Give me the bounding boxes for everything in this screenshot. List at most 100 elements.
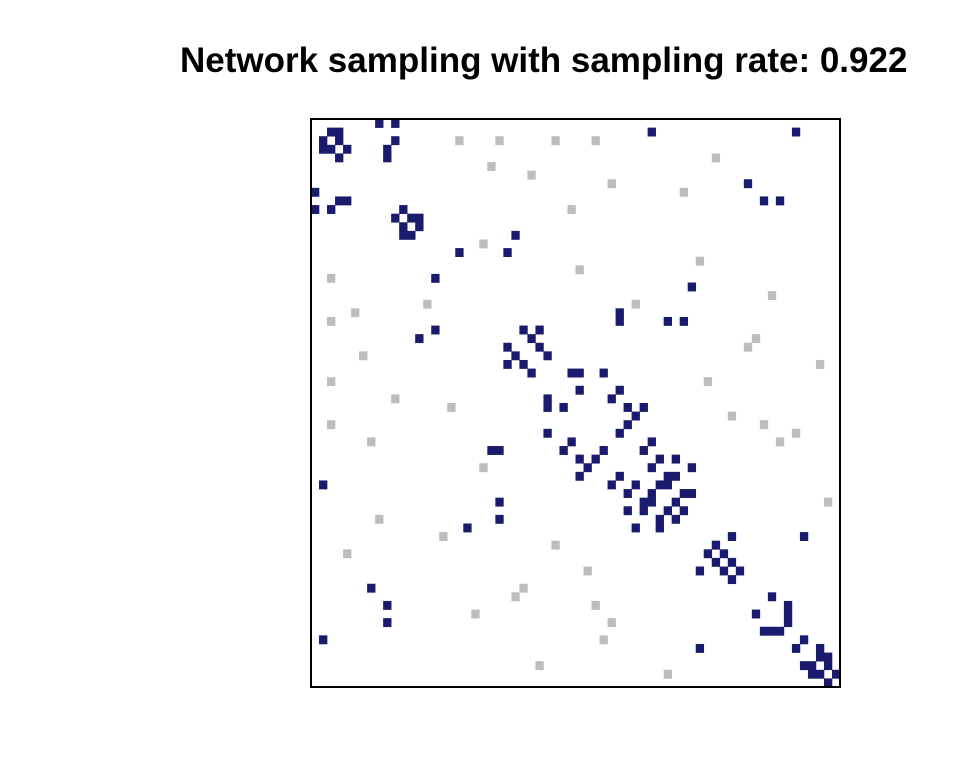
unsampled-edge-cell [591,136,600,146]
sampled-edge-cell [559,446,568,455]
unsampled-edge-cell [791,428,801,438]
sampled-edge-cell [375,119,384,128]
sampled-edge-cell [655,514,664,524]
sampled-edge-cell [631,480,640,490]
sampled-edge-cell [519,325,528,335]
sampled-edge-cell [647,463,656,473]
sampled-edge-cell [687,463,697,473]
sampled-edge-cell [647,127,656,137]
sampled-edge-cell [655,454,664,464]
sampled-edge-cell [663,316,672,326]
sampled-edge-cell [759,196,769,206]
sampled-edge-cell [815,669,825,679]
sampled-edge-cell [727,532,737,541]
sampled-edge-cell [319,136,328,146]
sampled-edge-cell [799,532,809,541]
sampled-edge-cell [391,119,400,128]
unsampled-edge-cell [743,342,753,352]
sampled-edge-cell [823,652,833,662]
sampled-edge-cell [671,514,680,524]
sampled-edge-cell [335,127,344,137]
sampled-edge-cell [399,205,408,214]
unsampled-edge-cell [767,291,777,301]
sampled-edge-cell [415,222,424,232]
unsampled-edge-cell [607,618,616,628]
sampled-edge-cell [415,334,424,344]
sampled-edge-cell [335,136,344,146]
sampled-edge-cell [615,471,624,481]
sampled-edge-cell [671,471,680,481]
sampled-edge-cell [383,600,392,610]
sampled-edge-cell [391,136,400,146]
sampled-edge-cell [671,454,680,464]
sampled-edge-cell [831,669,841,679]
sampled-edge-cell [463,523,472,533]
unsampled-edge-cell [327,316,336,326]
sampled-edge-cell [711,540,721,550]
sampled-edge-cell [495,497,504,507]
sampled-edge-cell [623,489,632,498]
sampled-edge-cell [631,523,640,533]
sampled-edge-cell [615,308,624,318]
chart-title: Network sampling with sampling rate: 0.9… [180,41,908,80]
sampled-edge-cell [623,420,632,430]
sampled-edge-cell [319,144,328,154]
unsampled-edge-cell [551,136,560,146]
unsampled-edge-cell [511,592,520,602]
unsampled-edge-cell [759,420,769,430]
sampled-edge-cell [639,403,648,412]
unsampled-edge-cell [479,463,488,473]
sampled-edge-cell [607,394,616,404]
sampled-edge-cell [495,446,504,455]
sampled-edge-cell [599,368,608,378]
matrix-cells [311,119,841,688]
sampled-edge-cell [575,454,584,464]
sampled-edge-cell [623,403,632,412]
plot-frame [310,118,841,688]
sampled-edge-cell [783,600,793,610]
sampled-edge-cell [527,334,536,344]
sampled-edge-cell [743,179,753,189]
sampled-edge-cell [695,566,705,576]
sampled-edge-cell [327,205,336,214]
sampled-edge-cell [567,437,576,447]
unsampled-edge-cell [607,179,616,189]
sampled-edge-cell [455,248,464,257]
unsampled-edge-cell [391,394,400,404]
sampled-edge-cell [647,497,656,507]
sampled-edge-cell [543,428,552,438]
unsampled-edge-cell [583,566,592,576]
sampled-edge-cell [559,403,568,412]
sampled-edge-cell [327,144,336,154]
sampled-edge-cell [647,489,656,498]
sampled-edge-cell [383,618,392,628]
sampled-edge-cell [327,127,336,137]
sampled-edge-cell [607,480,616,490]
sampled-edge-cell [527,368,536,378]
sampled-edge-cell [663,471,672,481]
sampled-edge-cell [367,583,376,593]
sampled-edge-cell [319,480,328,490]
unsampled-edge-cell [423,299,432,309]
unsampled-edge-cell [359,351,368,361]
sampled-edge-cell [703,549,713,559]
sampled-edge-cell [535,342,544,352]
sampled-edge-cell [631,411,640,421]
sampled-edge-cell [407,230,416,240]
sampled-edge-cell [591,454,600,464]
unsampled-edge-cell [343,549,352,559]
sampled-edge-cell [655,480,664,490]
sampled-edge-cell [799,635,809,645]
sampled-edge-cell [623,506,632,516]
unsampled-edge-cell [351,308,360,318]
sampled-edge-cell [543,403,552,412]
unsampled-edge-cell [679,187,689,197]
unsampled-edge-cell [711,153,721,163]
sampled-edge-cell [807,661,817,671]
sampled-edge-cell [807,669,817,679]
sampled-edge-cell [503,248,512,257]
sampled-edge-cell [783,618,793,628]
sampled-edge-cell [639,506,648,516]
sampled-edge-cell [791,127,801,137]
